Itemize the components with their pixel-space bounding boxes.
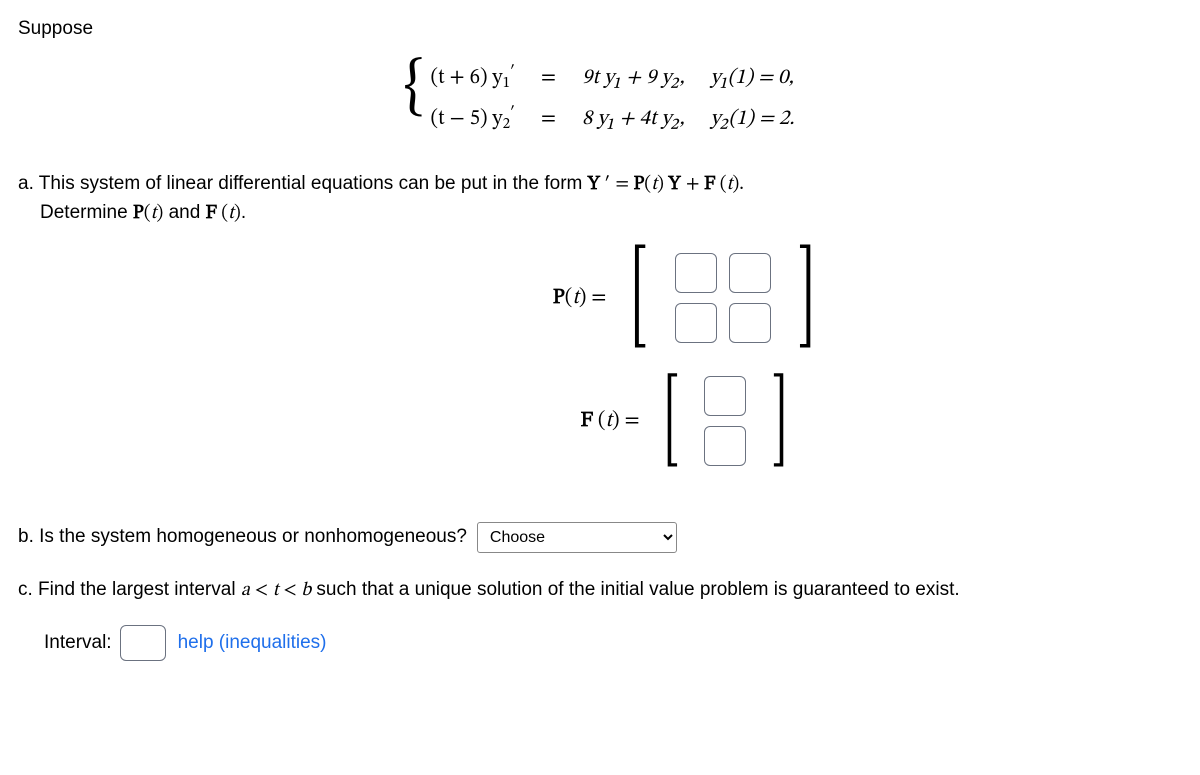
part-a: a. This system of linear differential eq…	[18, 170, 1180, 227]
equals-icon: =	[541, 106, 556, 132]
p-input-22[interactable]	[729, 303, 771, 343]
homogeneous-select[interactable]: Choose	[477, 522, 677, 553]
right-bracket-icon: ]	[772, 380, 788, 462]
sys-r2-ic: y₂(1) = 2.	[711, 106, 795, 132]
interval-row: Interval: help (inequalities)	[44, 625, 1180, 661]
interval-input[interactable]	[120, 625, 166, 661]
system-equations: { (t + 6) y1′ = 9t y₁ + 9 y₂, y₁(1) = 0,…	[18, 62, 1180, 134]
f-label: F (t) =	[581, 408, 640, 434]
left-bracket-icon: [	[663, 380, 679, 462]
right-bracket-icon: ]	[797, 253, 814, 343]
part-a-line2: Determine P(t) and F (t).	[40, 199, 246, 228]
p-matrix-row: P(t) = [ ]	[553, 253, 825, 343]
part-a-line1: a. This system of linear differential eq…	[18, 173, 744, 194]
f-input-2[interactable]	[704, 426, 746, 466]
part-b-text: b. Is the system homogeneous or nonhomog…	[18, 526, 467, 548]
p-input-12[interactable]	[729, 253, 771, 293]
sys-r1-lhs: (t + 6) y1′	[430, 62, 514, 93]
help-link[interactable]: help (inequalities)	[178, 632, 327, 654]
f-matrix	[702, 376, 748, 466]
sys-r1-ic: y₁(1) = 0,	[711, 65, 795, 91]
left-bracket-icon: [	[631, 253, 648, 343]
part-c: c. Find the largest interval a < t < b s…	[18, 579, 1180, 603]
p-matrix	[673, 253, 773, 343]
f-matrix-row: F (t) = [ ]	[581, 376, 798, 466]
interval-label: Interval:	[44, 632, 112, 654]
left-brace-icon: {	[404, 56, 425, 128]
p-input-21[interactable]	[675, 303, 717, 343]
f-input-1[interactable]	[704, 376, 746, 416]
sys-r1-rhs: 9t y₁ + 9 y₂,	[582, 65, 685, 91]
sys-r2-lhs: (t − 5) y2′	[430, 103, 514, 134]
sys-r2-rhs: 8 y₁ + 4t y₂,	[582, 106, 685, 132]
p-input-11[interactable]	[675, 253, 717, 293]
equals-icon: =	[541, 65, 556, 91]
p-label: P(t) =	[553, 285, 607, 311]
part-b: b. Is the system homogeneous or nonhomog…	[18, 522, 1180, 553]
intro-text: Suppose	[18, 18, 1180, 40]
